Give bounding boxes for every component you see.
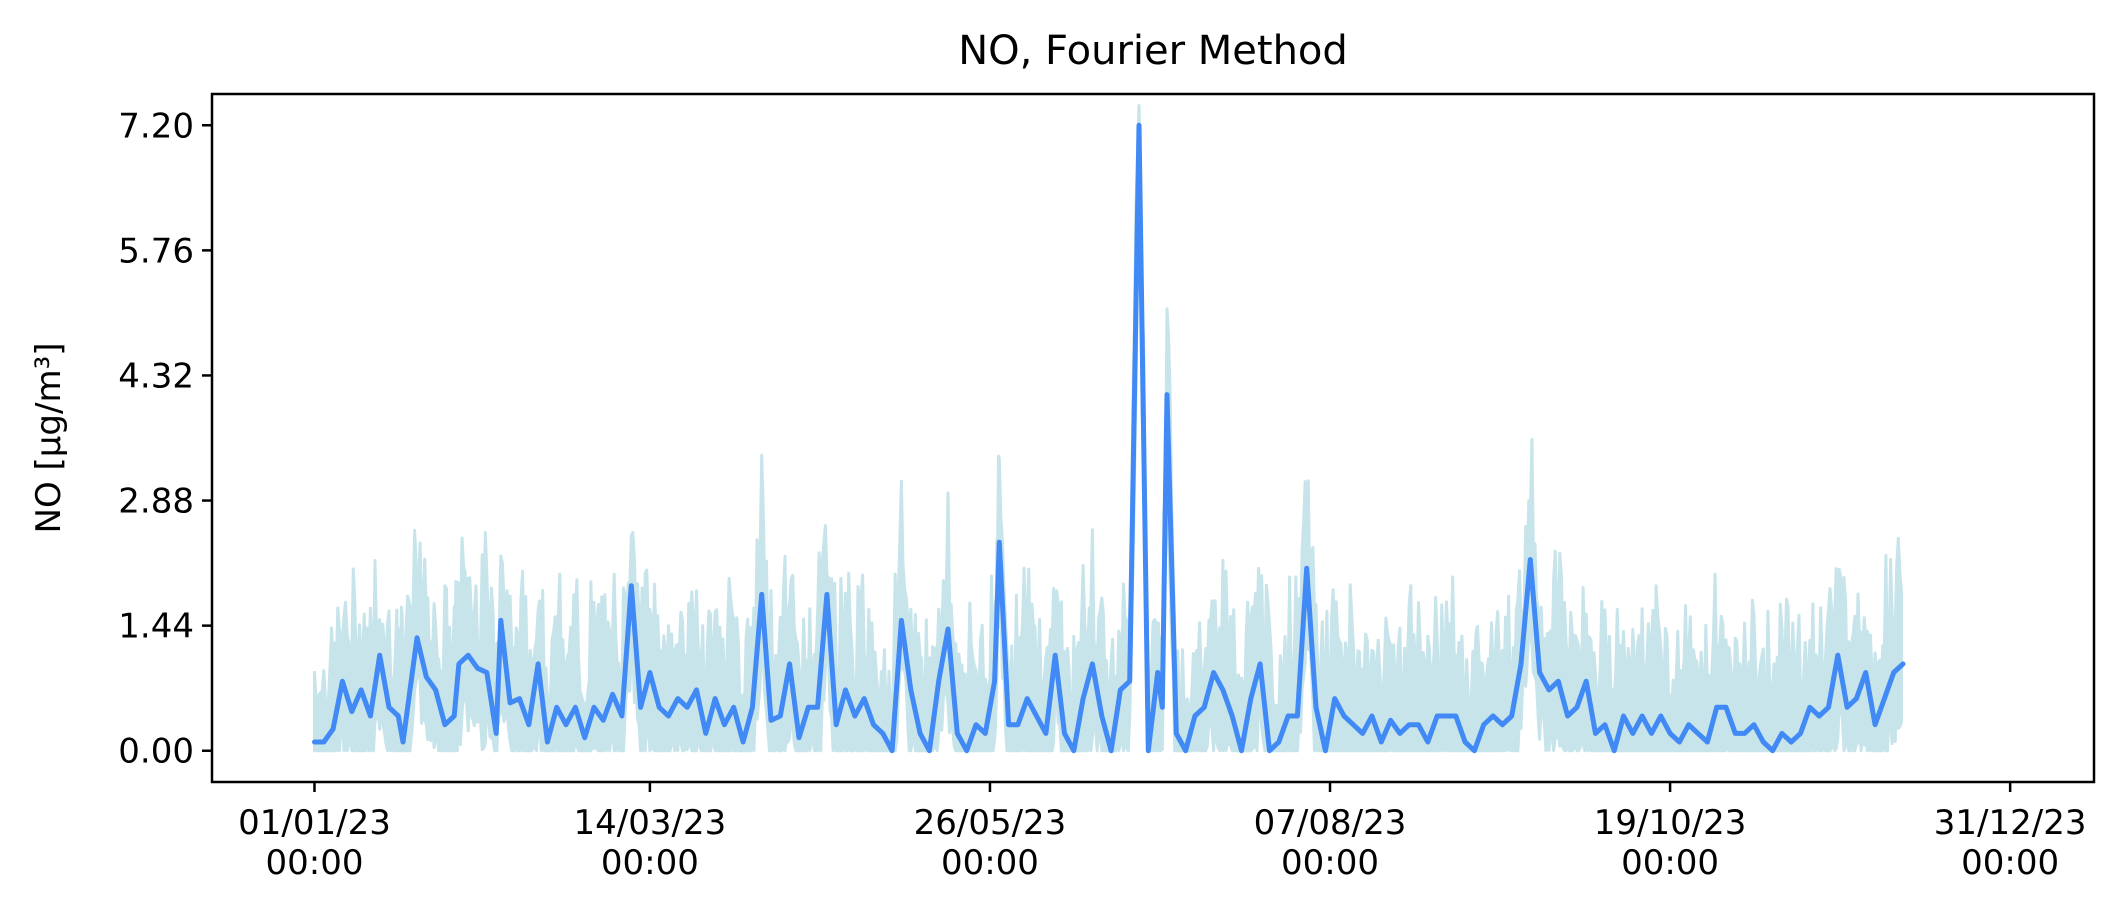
series-line-path bbox=[312, 122, 1906, 754]
x-tick-label-time: 00:00 bbox=[601, 843, 699, 883]
x-tick-label-date: 07/08/23 bbox=[1254, 803, 1407, 843]
y-axis: 0.00 1.44 2.88 4.32 5.76 7.20 bbox=[118, 106, 212, 772]
y-axis-label: NO [µg/m³] bbox=[29, 343, 69, 534]
y-tick-label: 4.32 bbox=[118, 356, 194, 396]
y-tick-label: 7.20 bbox=[118, 106, 194, 146]
x-tick-label-date: 01/01/23 bbox=[238, 803, 391, 843]
series-line bbox=[312, 122, 1906, 754]
x-tick-label-date: 19/10/23 bbox=[1594, 803, 1747, 843]
y-tick-label: 2.88 bbox=[118, 482, 194, 522]
uncertainty-band bbox=[313, 104, 1903, 753]
y-tick-label: 5.76 bbox=[118, 231, 194, 271]
band-area bbox=[313, 104, 1903, 753]
x-tick-label-time: 00:00 bbox=[1961, 843, 2059, 883]
x-tick-label-time: 00:00 bbox=[1281, 843, 1379, 883]
x-axis: 01/01/2300:0014/03/2300:0026/05/2300:000… bbox=[238, 782, 2087, 883]
x-tick-label-date: 14/03/23 bbox=[574, 803, 727, 843]
x-tick-label-time: 00:00 bbox=[1621, 843, 1719, 883]
y-tick-label: 0.00 bbox=[118, 732, 194, 772]
y-tick-label: 1.44 bbox=[118, 607, 194, 647]
x-tick-label-time: 00:00 bbox=[941, 843, 1039, 883]
x-tick-label-date: 26/05/23 bbox=[914, 803, 1067, 843]
x-tick-label-time: 00:00 bbox=[265, 843, 363, 883]
plot-frame bbox=[210, 92, 2096, 784]
x-tick-label-date: 31/12/23 bbox=[1934, 803, 2087, 843]
chart-title: NO, Fourier Method bbox=[958, 28, 1348, 74]
